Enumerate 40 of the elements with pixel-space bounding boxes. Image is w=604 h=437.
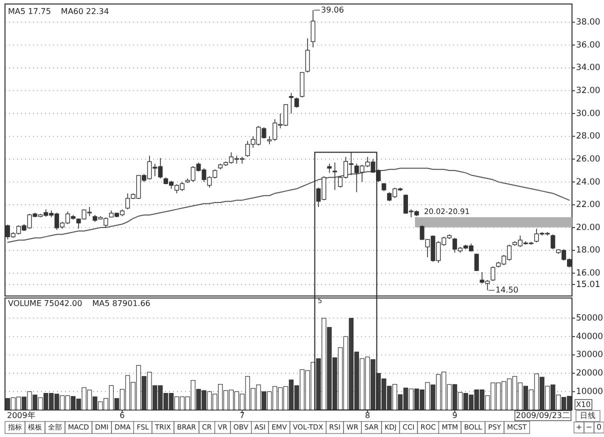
- annotation: 39.06: [321, 5, 344, 14]
- y-tick-label: 18.00: [576, 246, 600, 256]
- annotation: VOLUME 75042.00: [8, 299, 82, 308]
- x-tick-label: 9: [452, 411, 458, 420]
- y-tick-label: 28.00: [576, 132, 600, 142]
- x-tick-label: 6: [120, 411, 125, 420]
- y-tick-label: 22.00: [576, 200, 600, 210]
- annotation: MA5 87901.66: [92, 299, 150, 308]
- y-tick-label: 10000: [576, 386, 604, 397]
- y-tick-label: 40000: [576, 332, 604, 342]
- y-tick-label: 34.00: [576, 63, 600, 74]
- y-tick-label: 38.00: [576, 18, 600, 28]
- y-tick-label: 50000: [576, 314, 604, 324]
- text: 2009/09/23二: [516, 411, 570, 420]
- x-tick-label: 7: [240, 411, 245, 420]
- candlestick: [305, 38, 310, 73]
- y-tick-label: 20000: [576, 368, 604, 379]
- candlestick: [294, 97, 299, 108]
- y-tick-label: 15.01: [576, 280, 600, 290]
- candlestick: [474, 253, 479, 272]
- candlestick: [327, 163, 332, 174]
- y-tick-label: 32.00: [576, 86, 600, 96]
- y-tick-label: 30.00: [576, 108, 600, 119]
- y-tick-label: 20.00: [576, 222, 600, 233]
- y-tick-label: 24.00: [576, 177, 600, 188]
- y-tick-label: 36.00: [576, 40, 600, 50]
- candlestick: [490, 266, 496, 282]
- candlestick: [300, 72, 304, 98]
- annotation: MA5 17.75: [8, 7, 51, 16]
- y-tick-label: 30000: [576, 350, 604, 360]
- candlestick: [310, 10, 316, 48]
- candlestick: [332, 162, 338, 190]
- y-tick-label: 16.00: [576, 268, 600, 279]
- y-tick-label: 26.00: [576, 154, 600, 164]
- annotation: 14.50: [495, 285, 518, 294]
- text: 2009年: [7, 411, 36, 420]
- candlestick: [288, 92, 294, 114]
- annotation: MA60 22.34: [60, 7, 109, 16]
- candlestick: [550, 234, 556, 250]
- x-tick-label: 8: [365, 411, 370, 420]
